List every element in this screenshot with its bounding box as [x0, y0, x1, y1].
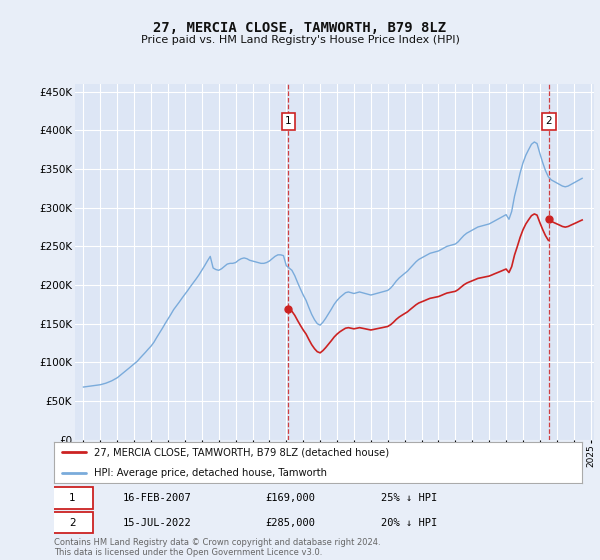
Text: 20% ↓ HPI: 20% ↓ HPI [382, 517, 437, 528]
Text: 27, MERCIA CLOSE, TAMWORTH, B79 8LZ (detached house): 27, MERCIA CLOSE, TAMWORTH, B79 8LZ (det… [94, 447, 389, 458]
FancyBboxPatch shape [53, 487, 92, 508]
Text: 25% ↓ HPI: 25% ↓ HPI [382, 493, 437, 503]
Text: HPI: Average price, detached house, Tamworth: HPI: Average price, detached house, Tamw… [94, 468, 326, 478]
Text: Price paid vs. HM Land Registry's House Price Index (HPI): Price paid vs. HM Land Registry's House … [140, 35, 460, 45]
Text: 2: 2 [69, 517, 76, 528]
Text: 1: 1 [285, 116, 292, 127]
Text: 2: 2 [546, 116, 553, 127]
Text: 16-FEB-2007: 16-FEB-2007 [122, 493, 191, 503]
Text: 15-JUL-2022: 15-JUL-2022 [122, 517, 191, 528]
Text: 1: 1 [69, 493, 76, 503]
Text: 27, MERCIA CLOSE, TAMWORTH, B79 8LZ: 27, MERCIA CLOSE, TAMWORTH, B79 8LZ [154, 21, 446, 35]
Text: £169,000: £169,000 [265, 493, 315, 503]
Text: £285,000: £285,000 [265, 517, 315, 528]
FancyBboxPatch shape [53, 512, 92, 533]
Text: Contains HM Land Registry data © Crown copyright and database right 2024.
This d: Contains HM Land Registry data © Crown c… [54, 538, 380, 557]
